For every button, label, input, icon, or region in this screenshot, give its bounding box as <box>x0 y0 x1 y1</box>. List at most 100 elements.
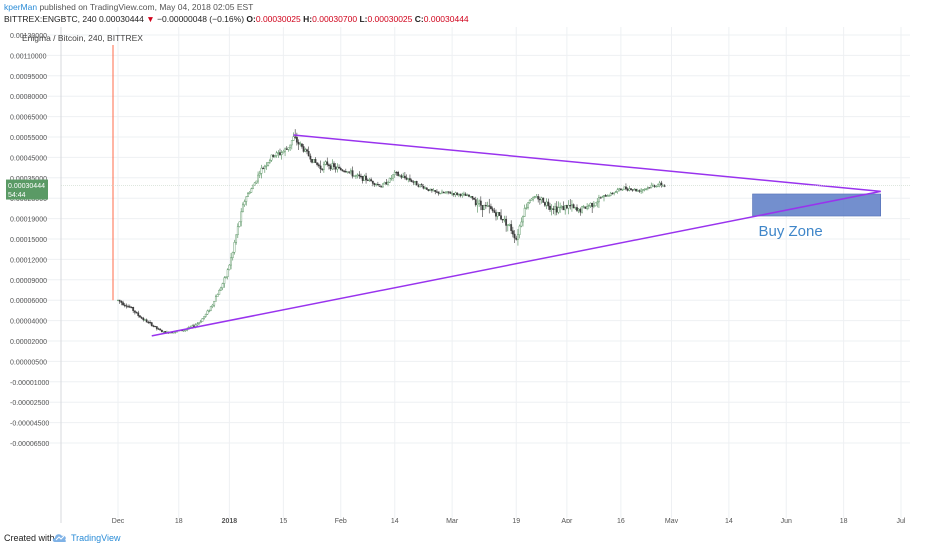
candle-body <box>606 195 609 197</box>
candle-body <box>604 195 607 197</box>
candle-body <box>366 179 369 182</box>
candle-body <box>226 269 229 278</box>
candle-body <box>280 152 283 155</box>
candle-body <box>147 321 150 324</box>
candle-body <box>329 165 332 170</box>
trendlines[interactable] <box>151 134 881 337</box>
candle-body <box>392 174 394 179</box>
candle-body <box>351 170 354 177</box>
low-label: L: <box>359 14 368 24</box>
candle-body <box>204 313 207 317</box>
candle-body <box>550 208 553 210</box>
trendline[interactable] <box>293 134 881 193</box>
y-axis: 0.00130000 0.00110000 0.00095000 0.00080000… <box>10 27 62 523</box>
candle-body <box>297 142 300 145</box>
candle-body <box>540 197 543 201</box>
candle-body <box>245 196 248 202</box>
price-tag-bg <box>6 179 48 200</box>
published-text: published on TradingView.com, May 04, 20… <box>39 2 254 12</box>
candle-body <box>306 149 308 152</box>
chart-area[interactable]: 0.00130000 0.00110000 0.00095000 0.00080000… <box>0 27 932 523</box>
candle-body <box>425 187 428 190</box>
candle-body <box>471 196 474 199</box>
candle-body <box>243 201 246 206</box>
buy-zone-label: Buy Zone <box>759 223 823 240</box>
candle-body <box>253 182 256 186</box>
candle-body <box>128 306 131 308</box>
candle-body <box>424 187 427 189</box>
candle-body <box>451 193 454 195</box>
x-tick-label: 2018 <box>222 518 238 523</box>
buy-zone: Buy Zone <box>752 193 881 240</box>
candle-body <box>530 198 533 201</box>
candle-body <box>361 176 364 181</box>
candle-body <box>592 205 595 207</box>
candle-body <box>371 180 374 184</box>
price-chart[interactable]: 0.00130000 0.00110000 0.00095000 0.00080000… <box>0 27 932 523</box>
candle-body <box>360 175 362 178</box>
candle-body <box>520 221 523 227</box>
candle-body <box>317 164 320 167</box>
x-tick-label: 16 <box>617 518 625 523</box>
candle-body <box>522 216 524 223</box>
x-tick-label: 19 <box>512 518 520 523</box>
candle-body <box>625 186 627 190</box>
candle-body <box>216 294 219 297</box>
candle-body <box>613 192 616 194</box>
candle-body <box>446 191 448 193</box>
candle-body <box>230 257 232 266</box>
candle-body <box>331 163 334 170</box>
candle-body <box>538 198 541 201</box>
low-value: 0.00030025 <box>367 14 413 24</box>
candle-body <box>466 194 469 197</box>
candle-body <box>154 325 157 328</box>
last-price: 0.00030444 <box>98 14 144 24</box>
candle-body <box>365 175 367 181</box>
candle-body <box>608 195 610 197</box>
candle-body <box>468 194 470 197</box>
candle-body <box>149 321 151 324</box>
candle-body <box>223 277 226 284</box>
candle-body <box>159 328 162 331</box>
candle-body <box>120 300 123 303</box>
candle-body <box>452 193 455 195</box>
candle-body <box>270 154 273 161</box>
candle-body <box>577 208 580 211</box>
trendline[interactable] <box>151 190 881 337</box>
candle-body <box>409 178 411 181</box>
candle-body <box>157 328 160 330</box>
chart-header: kperMan published on TradingView.com, Ma… <box>0 0 932 30</box>
candle-body <box>198 322 200 324</box>
candle-body <box>322 164 325 170</box>
candle-body <box>658 182 661 186</box>
tradingview-cloud-icon[interactable] <box>52 531 68 545</box>
candle-body <box>434 190 437 192</box>
candle-body <box>631 189 634 191</box>
candle-body <box>228 264 231 270</box>
y-tick-label: 0.00015000 <box>10 237 47 244</box>
y-tick-label: 0.00006000 <box>10 298 47 305</box>
candle-body <box>312 159 315 163</box>
candle-body <box>142 317 145 321</box>
candle-body <box>505 218 508 226</box>
candle-body <box>545 201 548 206</box>
candle-body <box>314 159 317 163</box>
candle-body <box>321 168 324 170</box>
candle-body <box>638 190 641 192</box>
candle-body <box>127 306 130 308</box>
candle-body <box>302 146 305 152</box>
candle-body <box>193 325 195 327</box>
candle-body <box>429 189 432 192</box>
tradingview-brand-link[interactable]: TradingView <box>71 533 121 543</box>
author-link[interactable]: kperMan <box>4 2 38 12</box>
candle-body <box>319 165 322 170</box>
candle-body <box>122 302 124 306</box>
candle-body <box>432 190 435 192</box>
candle-body <box>162 331 165 333</box>
candle-body <box>309 155 312 160</box>
candle-body <box>257 174 259 182</box>
candle-body <box>267 162 270 166</box>
candle-body <box>565 205 568 209</box>
candle-body <box>324 161 327 165</box>
candle-body <box>476 203 479 206</box>
